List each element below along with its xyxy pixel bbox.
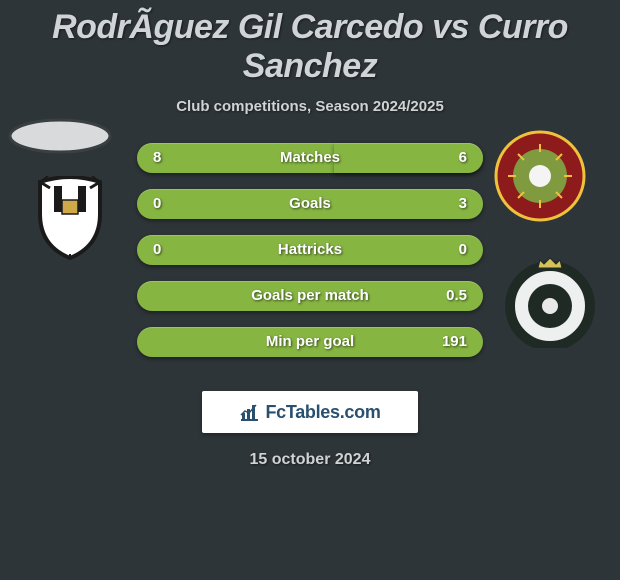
stat-label: Goals <box>137 189 483 219</box>
stat-row: Goals0 3 <box>137 189 483 219</box>
stat-right-value: 0 <box>459 235 467 265</box>
right-federation-badge <box>494 130 586 222</box>
subtitle: Club competitions, Season 2024/2025 <box>0 98 620 115</box>
right-club-badge <box>504 256 596 348</box>
stat-label: Goals per match <box>137 281 483 311</box>
stat-label: Matches <box>137 143 483 173</box>
bar-chart-icon <box>239 401 261 423</box>
stat-row: Hattricks0 0 <box>137 235 483 265</box>
ring-crest-icon <box>504 256 596 348</box>
stat-row: Min per goal191 <box>137 327 483 357</box>
page-title: RodrÃ­guez Gil Carcedo vs Curro Sanchez <box>0 0 620 86</box>
stat-label: Min per goal <box>137 327 483 357</box>
stats-area: Matches86Goals03Hattricks00Goals per mat… <box>0 143 620 373</box>
round-crest-icon <box>494 130 586 222</box>
stat-right-value: 3 <box>459 189 467 219</box>
stat-row: Goals per match0.5 <box>137 281 483 311</box>
stat-row: Matches8 6 <box>137 143 483 173</box>
ellipse-icon <box>8 118 112 154</box>
stat-right-value: 0.5 <box>446 281 467 311</box>
stat-label: Hattricks <box>137 235 483 265</box>
stat-right-value: 6 <box>459 143 467 173</box>
left-club-badge <box>28 176 112 260</box>
stat-left-value: 0 <box>153 235 161 265</box>
brand-box[interactable]: FcTables.com <box>202 391 418 433</box>
stat-left-value: 0 <box>153 189 161 219</box>
shield-icon <box>28 176 112 260</box>
stat-right-value: 191 <box>442 327 467 357</box>
brand-label: FcTables.com <box>265 402 380 423</box>
left-player-head-badge <box>8 118 112 154</box>
stat-left-value: 8 <box>153 143 161 173</box>
date-label: 15 october 2024 <box>0 451 620 469</box>
